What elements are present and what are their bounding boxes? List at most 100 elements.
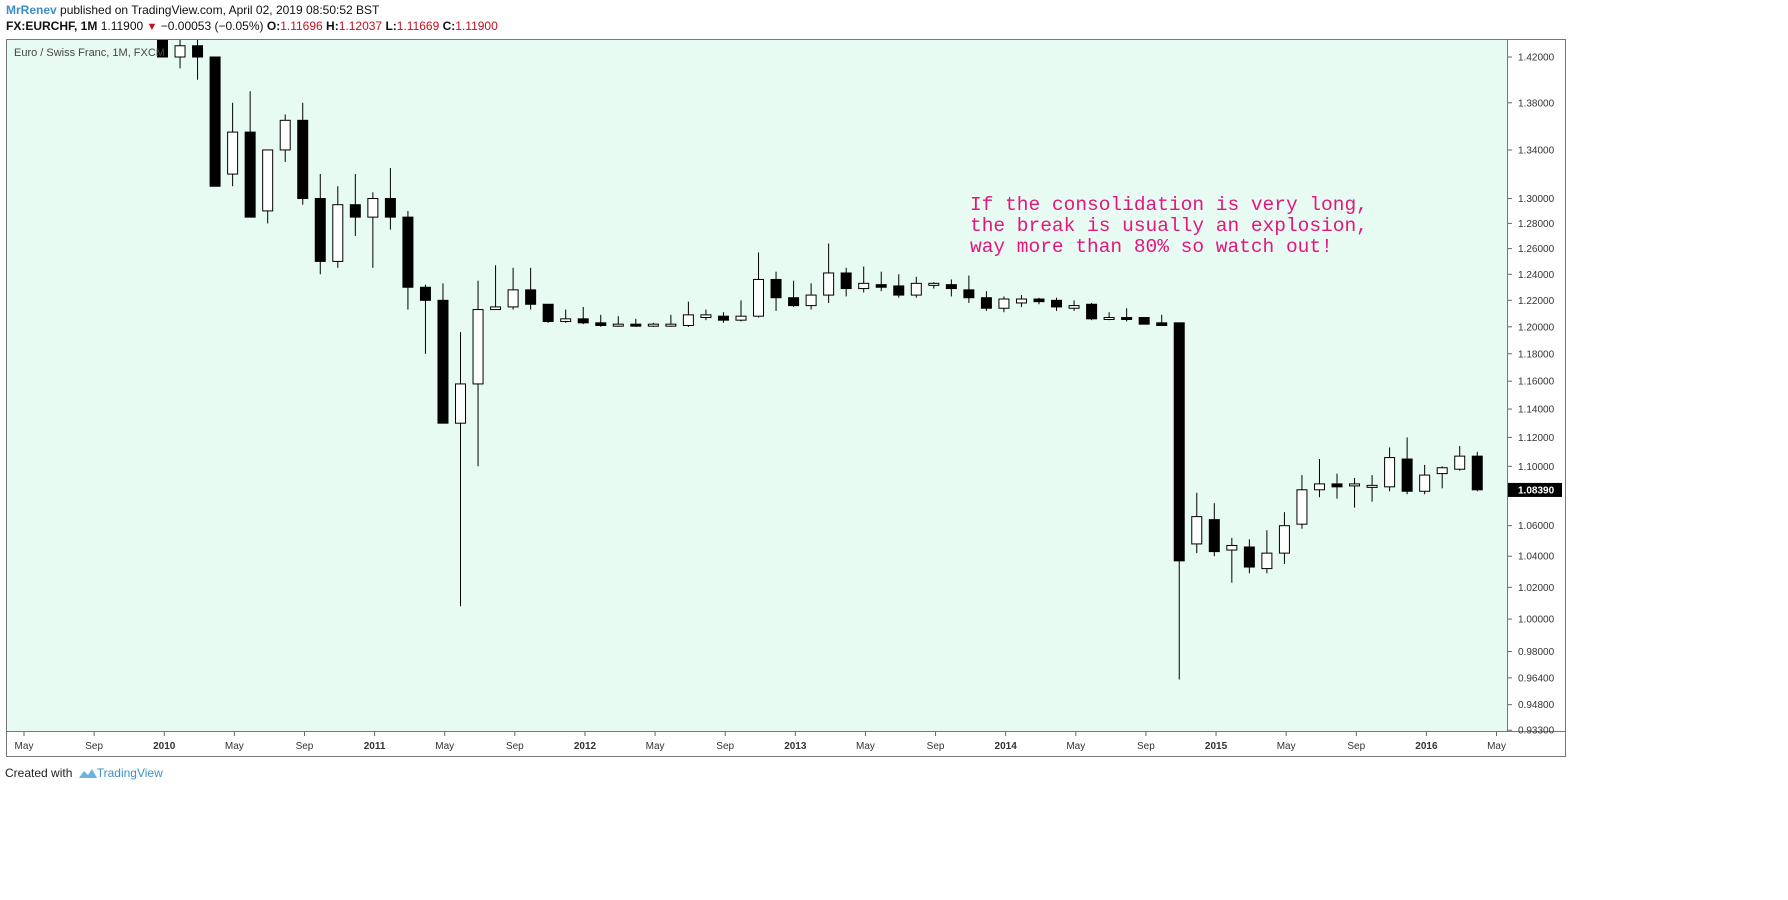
candle-down	[1331, 483, 1343, 488]
candle-up	[753, 278, 765, 317]
price-tick-label: 1.10000	[1518, 462, 1555, 473]
candle-down	[980, 297, 992, 309]
candle-up	[1454, 455, 1466, 470]
price-tick-label: 0.96400	[1518, 673, 1555, 684]
candle-down	[1156, 322, 1168, 326]
time-tick-label: 2013	[784, 741, 807, 752]
time-tick-label: 2011	[364, 741, 386, 752]
price-tick-label: 1.42000	[1518, 53, 1555, 64]
candle-up	[1366, 484, 1378, 488]
close-label: C:	[442, 19, 456, 33]
annotation-text: If the consolidation is very long, the b…	[970, 194, 1368, 258]
tradingview-logo-icon	[78, 769, 97, 778]
candle-up	[279, 119, 291, 151]
candle-up	[490, 306, 502, 311]
time-axis[interactable]	[6, 732, 1566, 757]
candle-up	[1226, 544, 1238, 551]
time-tick-label: 2014	[995, 741, 1018, 752]
time-tick-label: May	[646, 741, 665, 752]
candle-up	[227, 131, 239, 175]
candle-down	[542, 303, 554, 322]
candle-up	[823, 272, 835, 296]
open-label: O:	[266, 19, 281, 33]
price-tick-label: 1.02000	[1518, 583, 1555, 594]
time-tick-label: Sep	[716, 741, 734, 752]
candle-up	[472, 309, 484, 385]
high-value: 1.12037	[338, 19, 383, 33]
candle-down	[1401, 458, 1413, 492]
time-tick-label: 2012	[574, 741, 597, 752]
price-tick-label: 1.16000	[1518, 377, 1555, 388]
plot-area[interactable]	[6, 39, 1508, 732]
candle-up	[1261, 552, 1273, 570]
time-tick-label: Sep	[927, 741, 945, 752]
candle-down	[577, 318, 589, 324]
candle-down	[244, 131, 256, 218]
price-tick-label: 1.24000	[1518, 270, 1555, 281]
candle-down	[1471, 455, 1483, 491]
low-label: L:	[385, 19, 397, 33]
candle-up	[1103, 317, 1115, 321]
price-tick-label: 1.04000	[1518, 552, 1555, 563]
time-tick-label: May	[435, 741, 454, 752]
candle-up	[735, 315, 747, 321]
time-tick-label: May	[1066, 741, 1085, 752]
candle-down	[630, 323, 642, 327]
candle-down	[157, 40, 168, 58]
last-price: 1.11900	[100, 19, 144, 33]
candle-down	[1138, 317, 1150, 325]
price-tick-label: 1.20000	[1518, 322, 1555, 333]
time-tick-label: 2016	[1415, 741, 1438, 752]
series-title: Euro / Swiss Franc, 1M, FXCM	[14, 47, 165, 59]
candle-up	[1015, 298, 1027, 304]
candle-down	[209, 56, 221, 187]
ohlc-header: FX:EURCHF, 1M 1.11900 ▼ −0.00053 (−0.05%…	[6, 19, 498, 33]
candle-down	[840, 272, 852, 290]
candle-up	[998, 298, 1010, 309]
candle-up	[1278, 525, 1290, 554]
candle-down	[963, 289, 975, 299]
candle-down	[402, 216, 414, 288]
author-link[interactable]: MrRenev	[6, 3, 57, 17]
candle-up	[682, 314, 694, 326]
candle-up	[910, 282, 922, 296]
candle-down	[192, 45, 204, 58]
candle-down	[437, 299, 449, 424]
candle-down	[525, 289, 537, 305]
time-tick-label: May	[856, 741, 875, 752]
time-tick-label: Sep	[85, 741, 103, 752]
candle-down	[717, 315, 729, 321]
candle-up	[1068, 305, 1080, 309]
price-tick-label: 1.28000	[1518, 219, 1555, 230]
high-label: H:	[326, 19, 339, 33]
candle-down	[297, 119, 309, 200]
time-tick-label: Sep	[1137, 741, 1155, 752]
price-axis[interactable]	[1508, 39, 1566, 732]
time-tick-label: May	[225, 741, 244, 752]
published-text: published on TradingView.com, April 02, …	[60, 3, 380, 17]
time-tick-label: Sep	[1347, 741, 1365, 752]
candle-down	[788, 297, 800, 307]
price-tick-label: 0.94800	[1518, 700, 1555, 711]
current-price-label: 1.08390	[1518, 485, 1555, 496]
candle-up	[1384, 457, 1396, 488]
price-tick-label: 0.98000	[1518, 647, 1555, 658]
created-with-label: Created with	[5, 766, 73, 780]
time-tick-label: Sep	[506, 741, 524, 752]
tradingview-link[interactable]: TradingView	[96, 766, 163, 780]
candle-up	[455, 383, 467, 424]
price-tick-label: 1.18000	[1518, 349, 1555, 360]
candle-up	[560, 318, 572, 322]
candle-down	[770, 278, 782, 299]
candle-up	[174, 45, 186, 58]
candle-down	[1033, 298, 1045, 303]
candle-down	[945, 284, 957, 290]
footer: Created with TradingView	[5, 766, 163, 780]
price-tick-label: 1.26000	[1518, 244, 1555, 255]
candle-up	[700, 314, 712, 319]
price-tick-label: 0.93300	[1518, 726, 1555, 737]
candle-up	[1313, 483, 1325, 491]
candle-down	[419, 286, 431, 301]
candle-down	[1173, 322, 1185, 562]
